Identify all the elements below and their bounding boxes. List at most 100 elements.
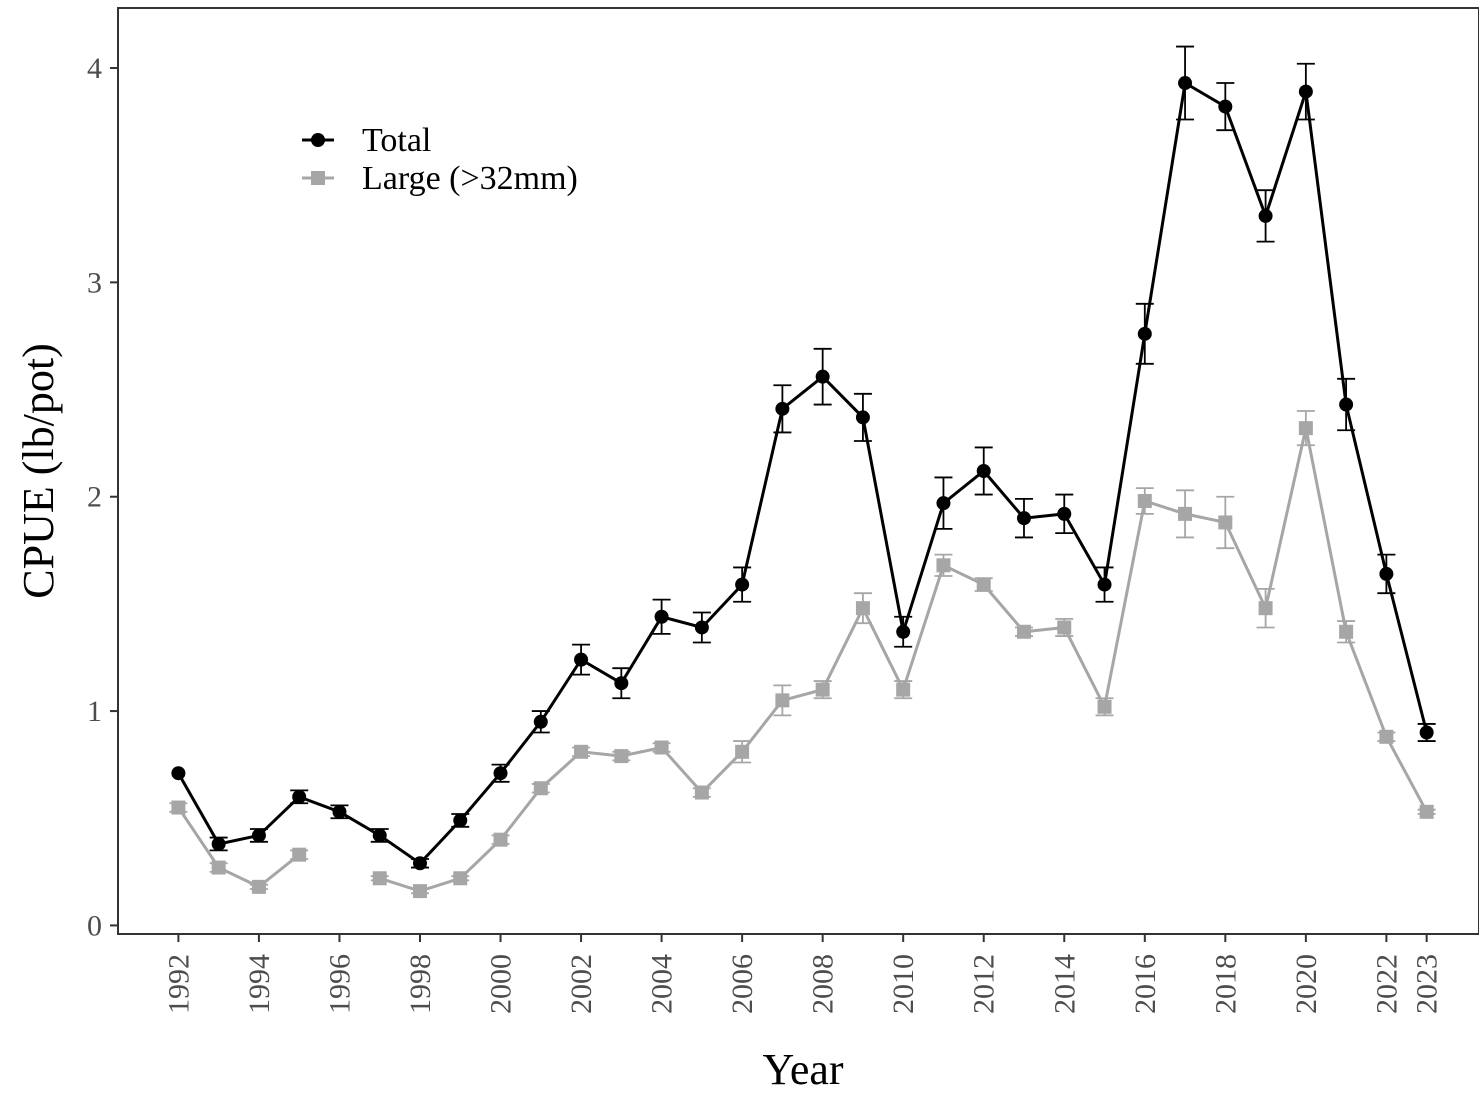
x-tick-label: 2020 xyxy=(1290,954,1323,1014)
plot-panel xyxy=(117,7,1479,935)
data-point xyxy=(936,558,951,573)
data-point xyxy=(574,652,589,667)
x-tick-label: 1996 xyxy=(323,954,356,1014)
legend-key-marker xyxy=(311,133,325,147)
data-point xyxy=(775,693,790,708)
x-tick-label: 2016 xyxy=(1129,954,1162,1014)
data-point xyxy=(1379,729,1394,744)
data-point xyxy=(654,609,669,624)
data-point xyxy=(1218,99,1233,114)
y-tick-label: 1 xyxy=(87,695,102,728)
data-point xyxy=(412,884,427,899)
data-point xyxy=(1016,511,1031,526)
data-point xyxy=(1137,326,1152,341)
series-line xyxy=(177,806,301,889)
data-point xyxy=(775,401,790,416)
data-point xyxy=(1097,699,1112,714)
data-point xyxy=(614,676,629,691)
data-point xyxy=(654,740,669,755)
data-point xyxy=(211,836,226,851)
x-tick-label: 2010 xyxy=(887,954,920,1014)
data-point xyxy=(211,860,226,875)
data-point xyxy=(735,577,750,592)
data-point xyxy=(976,464,991,478)
data-point xyxy=(574,744,589,759)
data-point xyxy=(1258,208,1273,223)
data-point xyxy=(533,781,548,796)
data-point xyxy=(815,369,830,384)
legend-label: Total xyxy=(362,122,431,159)
data-point xyxy=(855,410,870,425)
data-point xyxy=(453,871,468,886)
data-point xyxy=(1419,804,1434,819)
data-point xyxy=(332,804,347,819)
data-point xyxy=(1178,506,1193,521)
x-tick-label: 2023 xyxy=(1411,954,1444,1014)
x-tick-label: 2012 xyxy=(968,954,1001,1014)
data-point xyxy=(412,856,427,871)
data-point xyxy=(1057,620,1072,635)
x-tick-label: 1998 xyxy=(404,954,437,1014)
data-point xyxy=(1178,76,1193,91)
data-point xyxy=(694,785,709,800)
y-tick-label: 2 xyxy=(87,481,102,514)
y-axis: 0 1 2 3 4 xyxy=(87,52,118,942)
data-point xyxy=(1419,725,1434,740)
data-point xyxy=(614,749,629,764)
data-point xyxy=(1057,506,1072,521)
data-point xyxy=(372,828,387,843)
data-point xyxy=(1339,397,1354,412)
data-point xyxy=(251,828,266,843)
data-point xyxy=(493,832,508,847)
data-point xyxy=(1016,624,1031,639)
data-point xyxy=(171,766,186,781)
data-point xyxy=(493,766,508,781)
data-point xyxy=(292,847,307,862)
x-tick-label: 2008 xyxy=(807,954,840,1014)
data-point xyxy=(372,871,387,886)
data-point xyxy=(533,714,548,729)
x-tick-label: 2022 xyxy=(1370,954,1403,1014)
data-point xyxy=(1258,601,1273,616)
data-point xyxy=(292,789,307,804)
data-point xyxy=(694,620,709,635)
data-point xyxy=(815,682,830,697)
data-point xyxy=(1097,577,1112,592)
y-tick-label: 4 xyxy=(87,52,102,85)
data-point xyxy=(735,744,750,759)
data-point xyxy=(1298,421,1313,436)
legend-label: Large (>32mm) xyxy=(362,160,578,197)
data-point xyxy=(896,624,911,639)
data-point xyxy=(1218,515,1233,530)
data-point xyxy=(1298,84,1313,99)
series-line xyxy=(177,80,1429,866)
data-point xyxy=(1339,624,1354,639)
x-tick-label: 1994 xyxy=(243,954,276,1014)
y-tick-label: 3 xyxy=(87,266,102,299)
series-large xyxy=(169,410,1436,899)
data-point xyxy=(976,577,991,592)
series-layer xyxy=(169,45,1436,899)
x-tick-label: 2004 xyxy=(646,954,679,1014)
x-tick-label: 2006 xyxy=(726,954,759,1014)
x-axis: 1992 1994 1996 1998 2000 2002 2004 2006 2008 2010… xyxy=(162,934,1444,1014)
data-point xyxy=(936,496,951,511)
data-point xyxy=(1137,494,1152,509)
x-tick-label: 2014 xyxy=(1048,954,1081,1014)
series-total xyxy=(171,45,1436,871)
legend-key-marker xyxy=(311,171,325,185)
data-point xyxy=(896,682,911,697)
x-tick-label: 2000 xyxy=(485,954,518,1014)
y-tick-label: 0 xyxy=(87,909,102,942)
data-point xyxy=(251,879,266,894)
x-tick-label: 1992 xyxy=(162,954,195,1014)
data-point xyxy=(855,601,870,616)
x-tick-label: 2002 xyxy=(565,954,598,1014)
x-axis-title: Year xyxy=(762,1045,843,1094)
data-point xyxy=(1379,566,1394,581)
data-point xyxy=(171,800,186,815)
y-axis-title: CPUE (lb/pot) xyxy=(14,343,63,598)
data-point xyxy=(453,813,468,828)
